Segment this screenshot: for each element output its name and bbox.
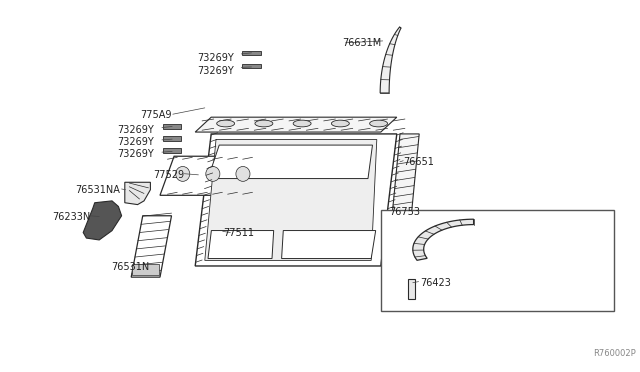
Polygon shape xyxy=(163,136,181,141)
Polygon shape xyxy=(132,264,159,275)
Polygon shape xyxy=(242,64,261,68)
Bar xyxy=(381,210,614,311)
Text: 76531N: 76531N xyxy=(111,262,149,272)
Ellipse shape xyxy=(206,166,220,181)
Text: 73269Y: 73269Y xyxy=(117,137,154,147)
Polygon shape xyxy=(205,140,377,260)
Text: 76233N: 76233N xyxy=(52,212,91,221)
Ellipse shape xyxy=(236,166,250,181)
Polygon shape xyxy=(380,27,401,93)
Polygon shape xyxy=(125,182,150,205)
Polygon shape xyxy=(163,148,181,153)
Polygon shape xyxy=(408,279,415,299)
Text: 76753: 76753 xyxy=(389,207,420,217)
Polygon shape xyxy=(160,156,254,195)
Ellipse shape xyxy=(176,166,190,181)
Polygon shape xyxy=(83,201,122,240)
Text: 73269Y: 73269Y xyxy=(117,150,154,159)
Polygon shape xyxy=(163,124,181,129)
Text: 73269Y: 73269Y xyxy=(197,66,234,76)
Text: 77511: 77511 xyxy=(223,228,253,237)
Text: 77529: 77529 xyxy=(153,170,184,180)
Polygon shape xyxy=(413,219,474,260)
Text: 775A9: 775A9 xyxy=(140,110,172,120)
Text: 73269Y: 73269Y xyxy=(197,53,234,62)
Text: 76423: 76423 xyxy=(420,278,451,288)
Ellipse shape xyxy=(293,120,311,127)
Ellipse shape xyxy=(370,120,388,127)
Polygon shape xyxy=(208,145,372,179)
Ellipse shape xyxy=(217,120,235,127)
Polygon shape xyxy=(131,216,172,277)
Text: R760002P: R760002P xyxy=(593,349,636,358)
Polygon shape xyxy=(208,231,274,259)
Text: 73269Y: 73269Y xyxy=(117,125,154,135)
Polygon shape xyxy=(242,51,261,55)
Text: 76531NA: 76531NA xyxy=(76,185,120,195)
Polygon shape xyxy=(195,134,397,266)
Ellipse shape xyxy=(255,120,273,127)
Text: 76651: 76651 xyxy=(403,157,434,167)
Polygon shape xyxy=(282,231,376,259)
Ellipse shape xyxy=(332,120,349,127)
Polygon shape xyxy=(387,134,419,266)
Text: 76631M: 76631M xyxy=(342,38,381,48)
Polygon shape xyxy=(195,117,397,132)
